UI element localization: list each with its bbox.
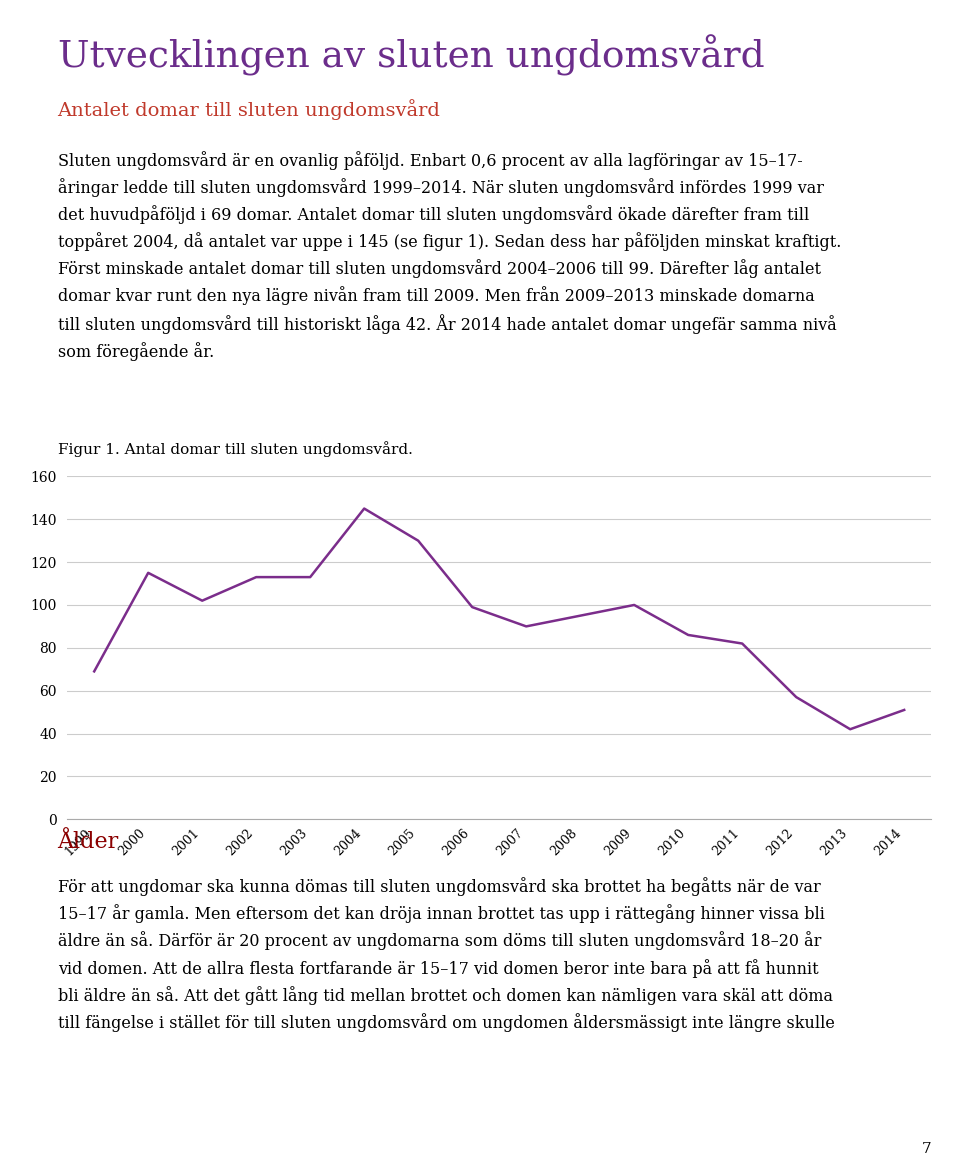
Text: Sluten ungdomsvård är en ovanlig påföljd. Enbart 0,6 procent av alla lagföringar: Sluten ungdomsvård är en ovanlig påföljd… bbox=[58, 151, 841, 361]
Text: Figur 1. Antal domar till sluten ungdomsvård.: Figur 1. Antal domar till sluten ungdoms… bbox=[58, 442, 413, 458]
Text: 7: 7 bbox=[922, 1142, 931, 1156]
Text: För att ungdomar ska kunna dömas till sluten ungdomsvård ska brottet ha begåtts : För att ungdomar ska kunna dömas till sl… bbox=[58, 877, 834, 1032]
Text: Ålder: Ålder bbox=[58, 831, 119, 853]
Text: Utvecklingen av sluten ungdomsvård: Utvecklingen av sluten ungdomsvård bbox=[58, 35, 764, 77]
Text: Antalet domar till sluten ungdomsvård: Antalet domar till sluten ungdomsvård bbox=[58, 99, 441, 120]
